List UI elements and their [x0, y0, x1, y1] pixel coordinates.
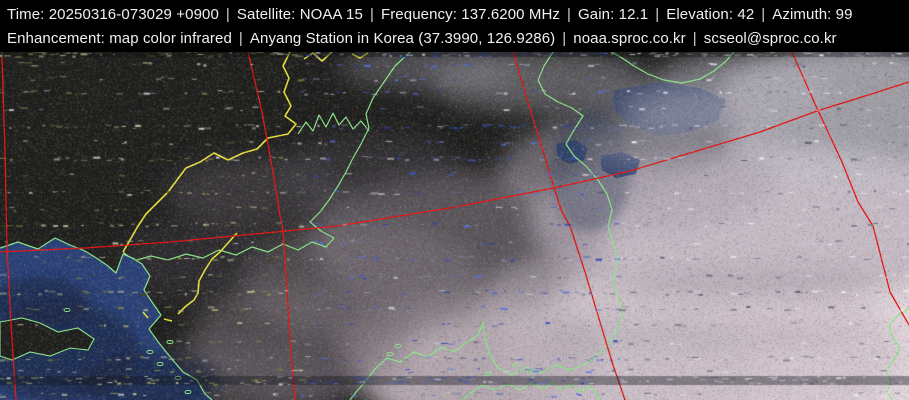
field-website: noaa.sproc.co.kr: [573, 30, 686, 47]
separator: |: [761, 6, 766, 23]
separator: |: [562, 30, 567, 47]
field-email: scseol@sproc.co.kr: [703, 30, 837, 47]
field-time: Time: 20250316-073029 +0900: [7, 6, 219, 23]
separator: |: [369, 6, 374, 23]
apt-noise-layer: [0, 52, 909, 400]
field-elevation: Elevation: 42: [666, 6, 755, 23]
separator: |: [692, 30, 697, 47]
separator: |: [225, 6, 230, 23]
separator: |: [655, 6, 660, 23]
field-frequency: Frequency: 137.6200 MHz: [380, 6, 561, 23]
field-azimuth: Azimuth: 99: [772, 6, 853, 23]
telemetry-header: Time: 20250316-073029 +0900 | Satellite: N…: [0, 0, 909, 52]
field-enhancement: Enhancement: map color infrared: [7, 30, 232, 47]
field-gain: Gain: 12.1: [578, 6, 649, 23]
telemetry-line-1: Time: 20250316-073029 +0900 | Satellite: N…: [0, 0, 909, 27]
telemetry-line-2: Enhancement: map color infrared | Anyang S…: [0, 27, 909, 51]
satellite-image: [0, 52, 909, 400]
separator: |: [567, 6, 572, 23]
separator: |: [238, 30, 243, 47]
field-station: Anyang Station in Korea (37.3990, 126.92…: [249, 30, 556, 47]
field-satellite: Satellite: NOAA 15: [236, 6, 363, 23]
